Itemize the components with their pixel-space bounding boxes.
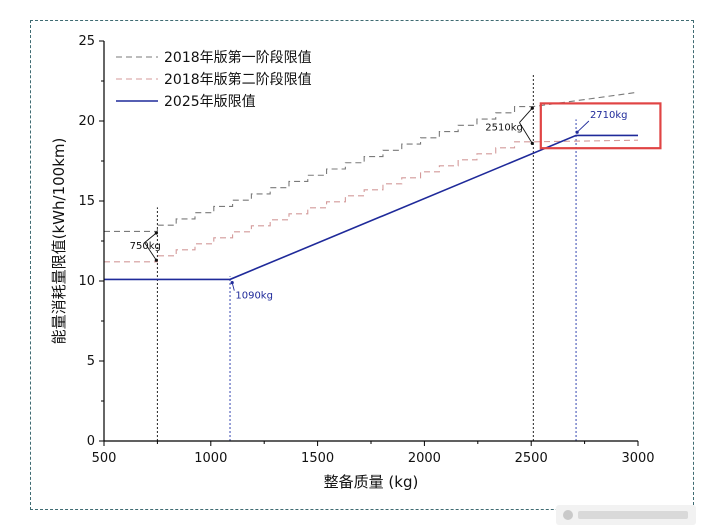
annotation-arrow-3 [519, 107, 533, 123]
legend-label-2: 2018年版第二阶段限值 [164, 71, 312, 88]
annotation-arrowhead-b-3 [530, 141, 534, 145]
x-axis-title: 整备质量 (kg) [324, 473, 419, 491]
annotation-arrowhead-1 [154, 231, 158, 235]
series-line-3 [104, 134, 638, 281]
annotation-label-3: 2510kg [485, 123, 523, 134]
x-tick-label: 1500 [301, 451, 334, 466]
y-tick-label: 20 [78, 114, 95, 129]
annotation-arrowhead-4 [575, 130, 579, 134]
annotation-arrow-b-3 [519, 122, 533, 144]
legend-label-1: 2018年版第一阶段限值 [164, 49, 312, 66]
y-tick-label: 0 [87, 434, 95, 449]
annotation-arrowhead-3 [530, 106, 534, 110]
x-tick-label: 2000 [408, 451, 441, 466]
plot-area [156, 73, 577, 441]
legend-label-3: 2025年版限值 [164, 94, 256, 110]
y-tick-label: 5 [87, 354, 95, 369]
y-tick-label: 10 [78, 274, 95, 289]
annotations: 750kg 1090kg 2510kg 2710kg [130, 102, 662, 302]
x-tick-label: 2500 [515, 451, 548, 466]
x-tick-label: 500 [92, 451, 117, 466]
series-layer [104, 91, 639, 281]
y-tick-label: 15 [78, 194, 95, 209]
annotation-label-2: 1090kg [235, 291, 273, 302]
watermark-logo [556, 505, 696, 525]
series-line-2 [104, 139, 639, 263]
y-axis-title: 能量消耗量限值(kWh/100km) [50, 138, 68, 345]
x-tick-label: 1000 [194, 451, 227, 466]
annotation-arrow-b-1 [144, 242, 157, 261]
annotation-label-4: 2710kg [590, 110, 628, 121]
series-line-1 [104, 91, 639, 232]
y-tick-label: 25 [78, 34, 95, 49]
annotation-arrowhead-b-1 [154, 258, 158, 262]
annotation-arrowhead-2 [230, 281, 234, 285]
axes: 500 1000 1500 2000 2500 3000 0 5 10 15 20 25 整备质量 (k… [50, 34, 655, 491]
legend: 2018年版第一阶段限值 2018年版第二阶段限值 2025年版限值 [116, 49, 312, 110]
annotation-label-1: 750kg [130, 241, 161, 252]
annotation-arrow-1 [144, 232, 157, 243]
figure-frame [30, 20, 694, 510]
annotation-arrow-4 [576, 120, 590, 133]
x-tick-label: 3000 [621, 451, 654, 466]
highlight-box [539, 102, 662, 150]
